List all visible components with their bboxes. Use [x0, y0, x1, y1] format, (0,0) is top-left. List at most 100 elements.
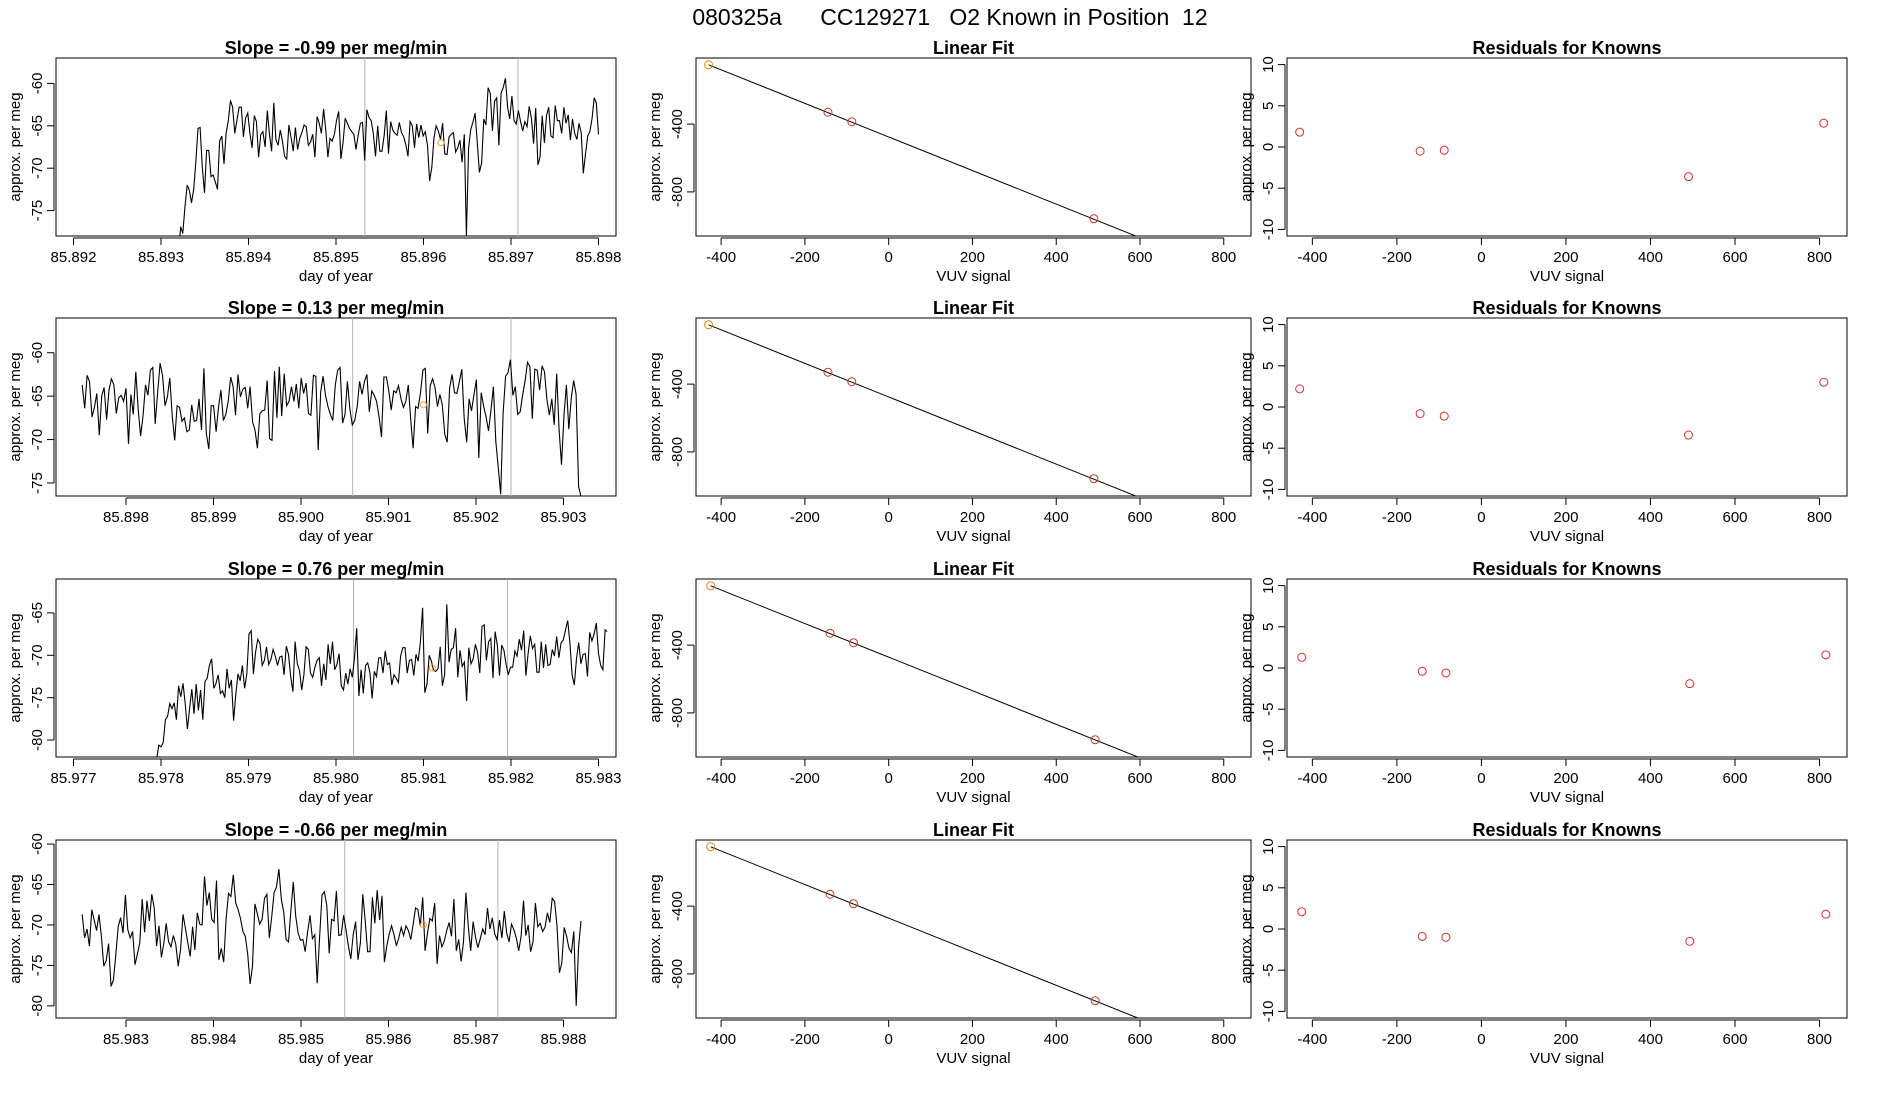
y-axis-label: approx. per meg [647, 92, 664, 201]
panel-title: Slope = 0.13 per meg/min [228, 298, 445, 318]
panel-title: Linear Fit [933, 820, 1014, 840]
residual-point [1441, 668, 1451, 678]
panel-residuals-3: Residuals for Knowns -400 -200 0 200 400 600 80… [1238, 559, 1848, 806]
x-tick-label: 600 [1722, 509, 1747, 526]
x-tick-label: 85.892 [51, 249, 97, 266]
y-tick-label: -65 [29, 115, 46, 137]
plot-frame [55, 578, 617, 758]
y-tick-label: 0 [1260, 143, 1277, 151]
x-tick-label: 85.901 [366, 509, 412, 526]
x-tick-label: 85.897 [488, 249, 534, 266]
residual-point [1415, 146, 1425, 156]
x-tick-label: -400 [706, 509, 736, 526]
residual-point [1439, 411, 1449, 421]
plot-area [1297, 650, 1831, 689]
x-tick-label: -400 [1297, 509, 1327, 526]
data-point [847, 377, 857, 387]
panel-residuals-1: Residuals for Knowns -400 -200 0 200 400 600 80… [1238, 38, 1848, 285]
y-tick-label: 0 [1260, 925, 1277, 933]
panel-linear-fit-3: Linear Fit -400 -200 0 200 400 600 800 VUV signa… [647, 559, 1252, 806]
fit-line [708, 324, 1138, 496]
x-tick-label: -200 [790, 770, 820, 787]
x-tick-label: 85.981 [401, 770, 447, 787]
x-axis-label: day of year [299, 528, 373, 545]
plot-frame [695, 839, 1252, 1019]
x-tick-label: 800 [1807, 770, 1832, 787]
y-tick-label: 5 [1260, 102, 1277, 110]
x-tick-label: 800 [1211, 770, 1236, 787]
x-tick-label: 85.980 [313, 770, 359, 787]
panel-residuals-4: Residuals for Knowns -400 -200 0 200 400 600 80… [1238, 820, 1848, 1067]
residual-point [1821, 909, 1831, 919]
panel-linear-fit-2: Linear Fit -400 -200 0 200 400 600 800 VUV signa… [647, 298, 1252, 545]
panel-title: Linear Fit [933, 559, 1014, 579]
x-tick-label: 200 [1553, 509, 1578, 526]
x-tick-label: 400 [1044, 770, 1069, 787]
series-line [81, 869, 582, 1006]
x-tick-label: 85.898 [103, 509, 149, 526]
panel-title: Slope = -0.99 per meg/min [225, 38, 448, 58]
residual-point [1295, 127, 1305, 137]
y-tick-label: 0 [1260, 664, 1277, 672]
residual-point [1297, 907, 1307, 917]
y-tick-label: -65 [29, 385, 46, 407]
x-tick-label: 85.893 [138, 249, 184, 266]
panel-linear-fit-4: Linear Fit -400 -200 0 200 400 600 800 VUV signa… [647, 820, 1252, 1067]
highlight-point [706, 842, 716, 852]
fit-line [710, 585, 1140, 757]
x-tick-label: 800 [1211, 249, 1236, 266]
x-tick-label: -400 [706, 770, 736, 787]
y-tick-label: -400 [669, 109, 686, 139]
x-tick-label: 400 [1638, 770, 1663, 787]
x-tick-label: 600 [1722, 770, 1747, 787]
x-tick-label: -200 [790, 249, 820, 266]
x-tick-label: 85.985 [278, 1031, 324, 1048]
x-tick-label: -400 [1297, 249, 1327, 266]
y-tick-label: -800 [669, 437, 686, 467]
x-tick-label: -200 [1382, 770, 1412, 787]
x-tick-label: -400 [706, 1031, 736, 1048]
plot-area [81, 318, 582, 496]
x-tick-label: 0 [1477, 770, 1485, 787]
series-line [179, 78, 600, 236]
x-tick-label: 0 [1477, 249, 1485, 266]
x-tick-label: 85.902 [453, 509, 499, 526]
y-tick-label: 10 [1260, 56, 1277, 73]
y-tick-label: -5 [1260, 964, 1277, 977]
panel-title: Slope = -0.66 per meg/min [225, 820, 448, 840]
data-point [823, 107, 833, 117]
highlight-point [428, 664, 436, 672]
y-tick-label: -800 [669, 698, 686, 728]
residual-point [1685, 936, 1695, 946]
x-tick-label: 85.979 [226, 770, 272, 787]
x-tick-label: -200 [790, 509, 820, 526]
data-point [1226, 790, 1234, 798]
fit-line [708, 64, 1138, 236]
x-tick-label: 85.903 [541, 509, 587, 526]
x-tick-label: -400 [1297, 1031, 1327, 1048]
x-tick-label: 0 [885, 509, 893, 526]
x-axis-label: day of year [299, 268, 373, 285]
data-point [1224, 529, 1232, 537]
plot-area [81, 840, 582, 1018]
plot-area [704, 60, 1138, 236]
x-axis-label: VUV signal [1530, 789, 1604, 806]
fit-line [710, 846, 1140, 1018]
panel-title: Linear Fit [933, 38, 1014, 58]
residual-point [1439, 145, 1449, 155]
plot-frame [55, 57, 617, 237]
y-tick-label: -65 [29, 602, 46, 624]
y-axis-label: approx. per meg [1238, 613, 1255, 722]
y-axis-label: approx. per meg [647, 874, 664, 983]
panel-linear-fit-1: Linear Fit -400 -200 0 200 400 600 800 VUV signa… [647, 38, 1252, 285]
x-tick-label: 400 [1044, 1031, 1069, 1048]
y-tick-label: -10 [1260, 219, 1277, 241]
y-tick-label: 10 [1260, 316, 1277, 333]
x-axis-label: VUV signal [936, 528, 1010, 545]
x-tick-label: 200 [960, 770, 985, 787]
x-tick-label: 85.986 [366, 1031, 412, 1048]
x-tick-label: 85.895 [313, 249, 359, 266]
x-tick-label: 85.987 [453, 1031, 499, 1048]
x-tick-label: 600 [1722, 249, 1747, 266]
